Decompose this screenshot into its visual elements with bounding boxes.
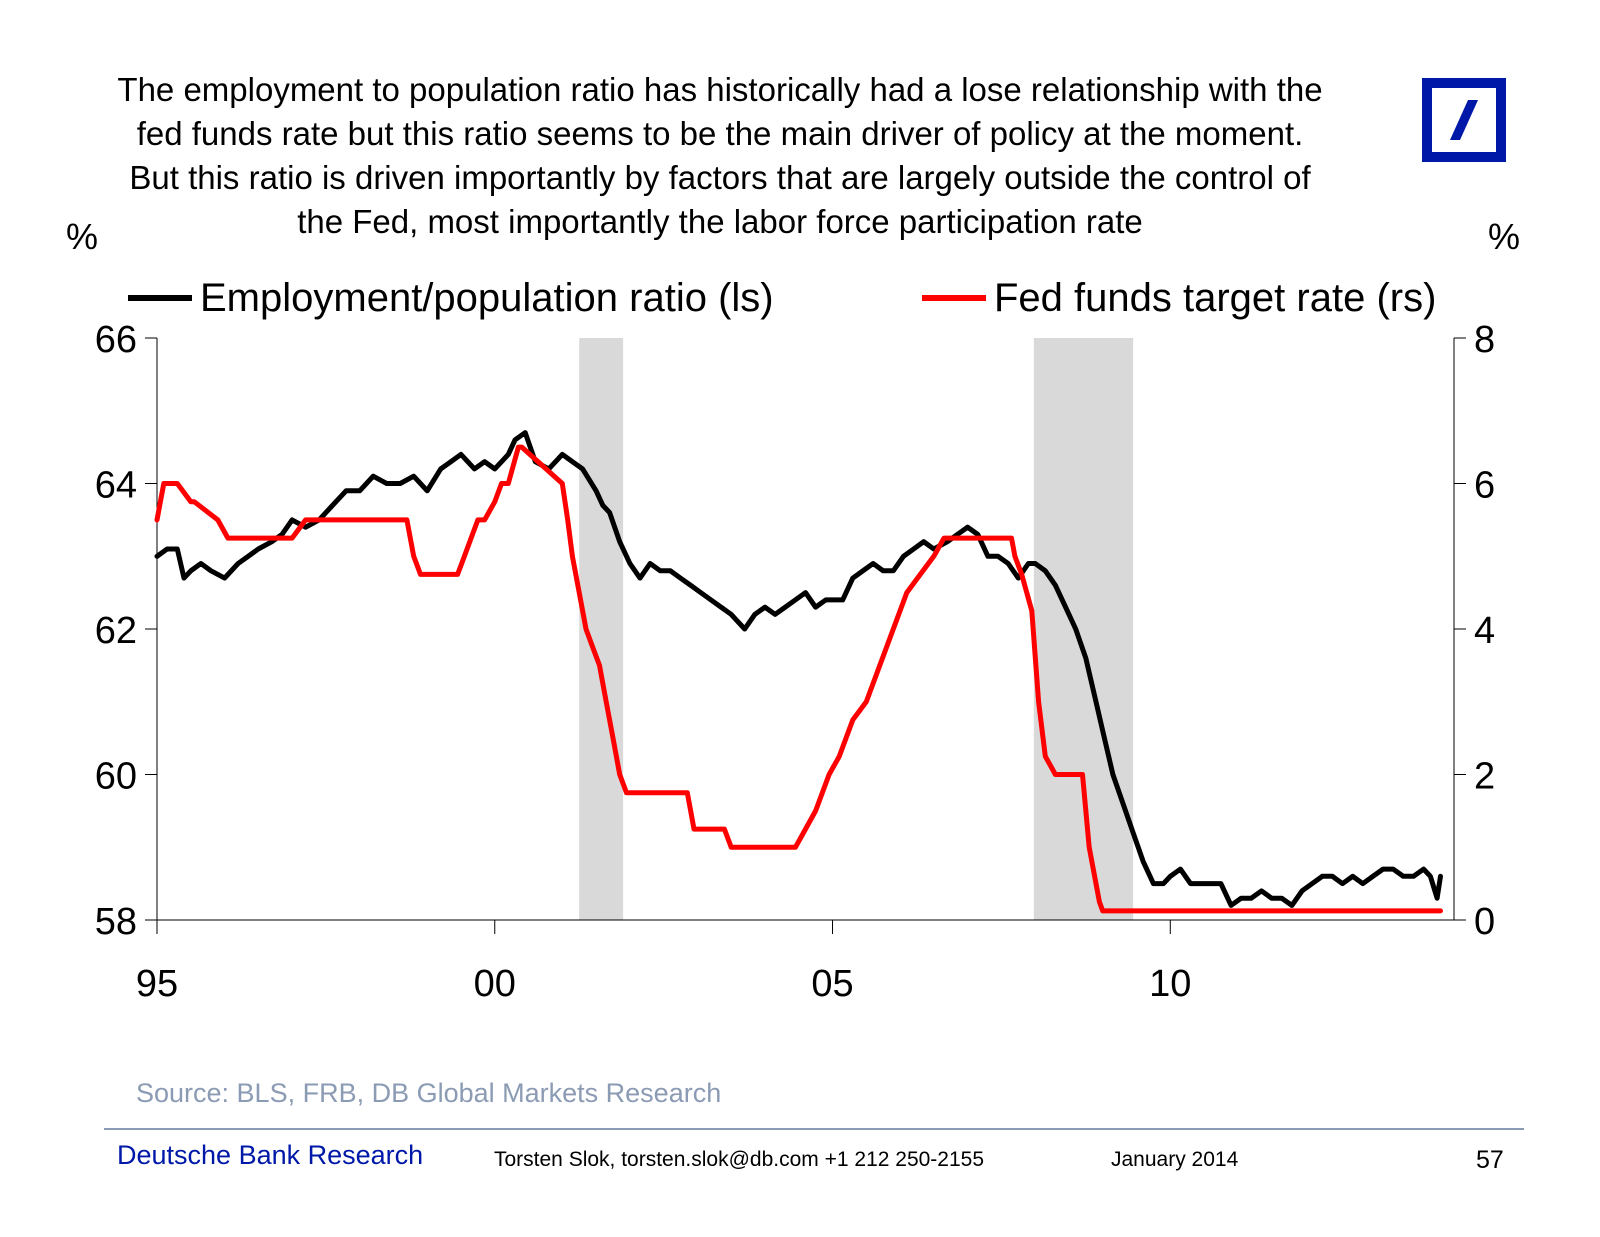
right-tick-label-6: 6 — [1474, 465, 1495, 507]
right-axis-unit: % — [1488, 216, 1521, 257]
right-tick-label-8: 8 — [1474, 319, 1495, 361]
legend-label-fedfunds: Fed funds target rate (rs) — [994, 275, 1437, 320]
source-note: Source: BLS, FRB, DB Global Markets Rese… — [136, 1078, 722, 1108]
legend-swatch-employment — [128, 295, 192, 301]
footer-divider — [104, 1128, 1524, 1130]
right-tick-label-2: 2 — [1474, 756, 1495, 798]
page-number: 57 — [1476, 1146, 1504, 1174]
title-line-2: fed funds rate but this ratio seems to b… — [136, 115, 1304, 152]
legend-fedfunds: Fed funds target rate (rs) — [922, 276, 1436, 320]
left-axis-unit: % — [66, 216, 99, 257]
chart-title: The employment to population ratio has h… — [40, 68, 1400, 244]
x-tick-label-10: 10 — [1149, 963, 1191, 1005]
left-tick-label-60: 60 — [95, 756, 137, 798]
legend-label-employment: Employment/population ratio (ls) — [200, 275, 774, 320]
title-line-1: The employment to population ratio has h… — [117, 71, 1323, 108]
footer-brand: Deutsche Bank Research — [117, 1140, 424, 1170]
right-tick-label-4: 4 — [1474, 610, 1495, 652]
left-tick-label-62: 62 — [95, 610, 137, 652]
left-tick-label-66: 66 — [95, 319, 137, 361]
legend-employment: Employment/population ratio (ls) — [128, 276, 774, 320]
deutsche-bank-logo — [1422, 78, 1506, 162]
slash-icon — [1432, 88, 1496, 152]
footer-contact: Torsten Slok, torsten.slok@db.com +1 212… — [494, 1148, 985, 1171]
right-tick-label-0: 0 — [1474, 901, 1495, 943]
legend-swatch-fedfunds — [922, 295, 986, 301]
recession-band-2 — [1033, 338, 1134, 920]
title-line-4: the Fed, most importantly the labor forc… — [297, 203, 1143, 240]
footer-date: January 2014 — [1111, 1148, 1239, 1171]
x-tick-label-00: 00 — [474, 963, 516, 1005]
x-tick-label-05: 05 — [811, 963, 853, 1005]
series-line-employment — [154, 430, 1443, 908]
x-tick-label-95: 95 — [136, 963, 178, 1005]
title-line-3: But this ratio is driven importantly by … — [129, 159, 1311, 196]
series-line-fedfunds — [154, 444, 1443, 914]
left-tick-label-64: 64 — [95, 465, 137, 507]
left-tick-label-58: 58 — [95, 901, 137, 943]
